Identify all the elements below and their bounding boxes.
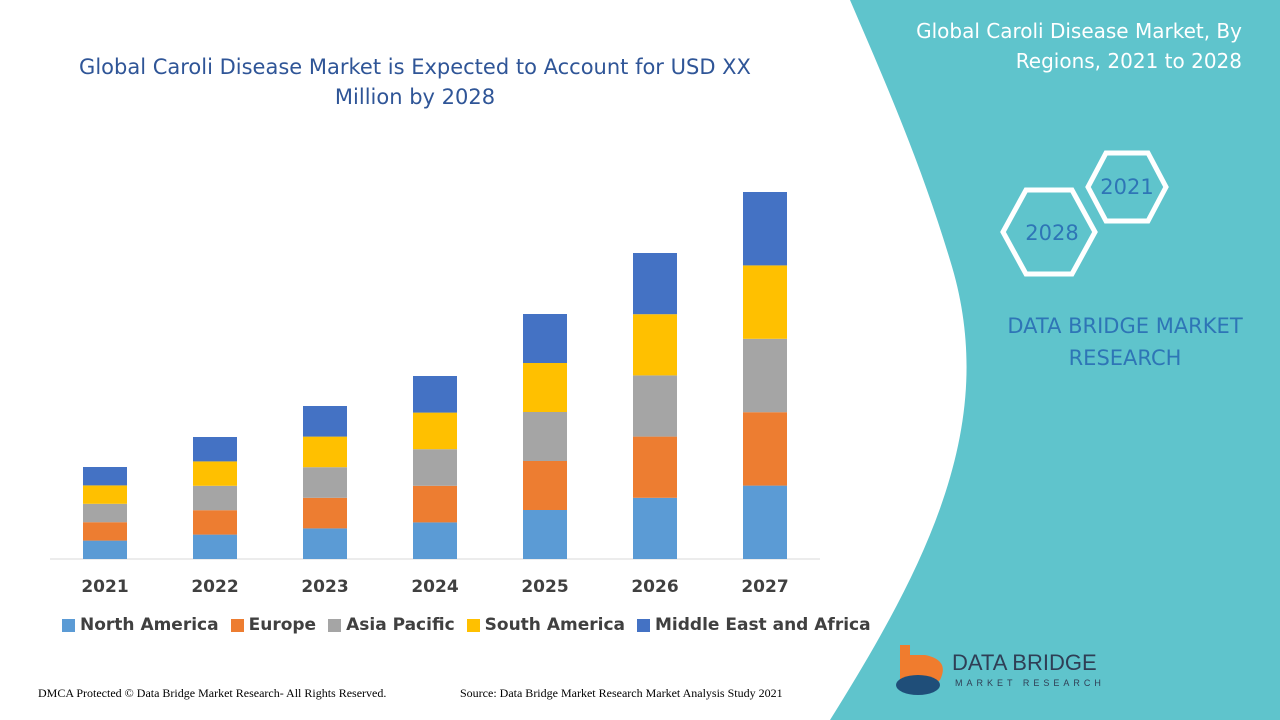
side-title: Global Caroli Disease Market, By Regions… — [916, 19, 1242, 73]
brand: DATA BRIDGE MARKET RESEARCH — [1007, 314, 1243, 370]
logo-mark — [896, 645, 943, 695]
chart-title: Global Caroli Disease Market is Expected… — [79, 55, 751, 109]
x-tick-label: 2025 — [521, 577, 568, 597]
legend-item: North America — [62, 615, 219, 635]
legend-label: North America — [80, 615, 219, 635]
bar-segment — [523, 412, 567, 461]
bar-segment — [633, 375, 677, 437]
bar-segment — [743, 338, 787, 413]
legend-label: Asia Pacific — [346, 615, 455, 635]
bar-segment — [523, 510, 567, 559]
x-tick-label: 2026 — [631, 577, 678, 597]
bar-segment — [743, 485, 787, 559]
bar-segment — [523, 314, 567, 363]
bar-segment — [193, 534, 237, 559]
bar-segment — [413, 485, 457, 523]
legend-item: Asia Pacific — [328, 615, 455, 635]
x-tick-label: 2021 — [81, 577, 128, 597]
bar-segment — [633, 497, 677, 559]
bar-segment — [303, 497, 347, 529]
bar-segment — [193, 437, 237, 462]
legend-item: Middle East and Africa — [637, 615, 871, 635]
x-tick-label: 2027 — [741, 577, 788, 597]
bar-segment — [413, 522, 457, 559]
bar-segment — [523, 461, 567, 510]
bar-segment — [303, 467, 347, 498]
bar-segment — [633, 253, 677, 315]
bar-segment — [743, 192, 787, 266]
legend-swatch — [328, 618, 342, 632]
logo-tagline: MARKET RESEARCH — [955, 678, 1105, 688]
source: Source: Data Bridge Market Research Mark… — [460, 686, 783, 700]
bar-segment — [303, 436, 347, 468]
bar-segment — [743, 412, 787, 486]
legend-swatch — [62, 618, 75, 632]
hexagon-label: 2028 — [1025, 221, 1078, 245]
bar-segment — [193, 461, 237, 486]
legend-label: Europe — [248, 615, 317, 635]
bar-segment — [303, 406, 347, 437]
bar-segment — [83, 485, 127, 504]
bar-segment — [83, 503, 127, 523]
logo-name: DATA BRIDGE — [952, 650, 1097, 675]
side-panel-bg — [830, 0, 1280, 720]
bar-segment — [743, 265, 787, 339]
bar-segment — [633, 436, 677, 498]
plot: 2021 2022 2023 2024 2025 2026 2027 — [50, 192, 820, 597]
bar-segment — [83, 522, 127, 541]
x-tick-label: 2023 — [301, 577, 348, 597]
bar-segment — [413, 376, 457, 413]
bar-segment — [83, 467, 127, 486]
bar-segment — [633, 314, 677, 376]
hexagon-label: 2021 — [1100, 175, 1153, 199]
bar-segment — [523, 363, 567, 412]
legend: North America Europe Asia Pacific South Ame… — [62, 615, 871, 635]
legend-label: South America — [484, 615, 625, 635]
x-tick-label: 2024 — [411, 577, 458, 597]
copyright: DMCA Protected © Data Bridge Market Rese… — [38, 686, 387, 700]
legend-label: Middle East and Africa — [655, 615, 871, 635]
bar-segment — [193, 510, 237, 535]
x-tick-label: 2022 — [191, 577, 238, 597]
bar-segment — [413, 412, 457, 450]
legend-item: Europe — [230, 615, 317, 635]
hexagon — [1085, 150, 1169, 224]
bar-segment — [303, 528, 347, 559]
bar-segment — [193, 485, 237, 511]
legend-swatch — [230, 618, 244, 632]
hexagon — [1000, 187, 1098, 277]
legend-swatch — [637, 618, 650, 632]
legend-item: South America — [466, 615, 625, 635]
bar-segment — [413, 449, 457, 486]
bar-segment — [83, 540, 127, 559]
legend-swatch — [466, 618, 480, 632]
